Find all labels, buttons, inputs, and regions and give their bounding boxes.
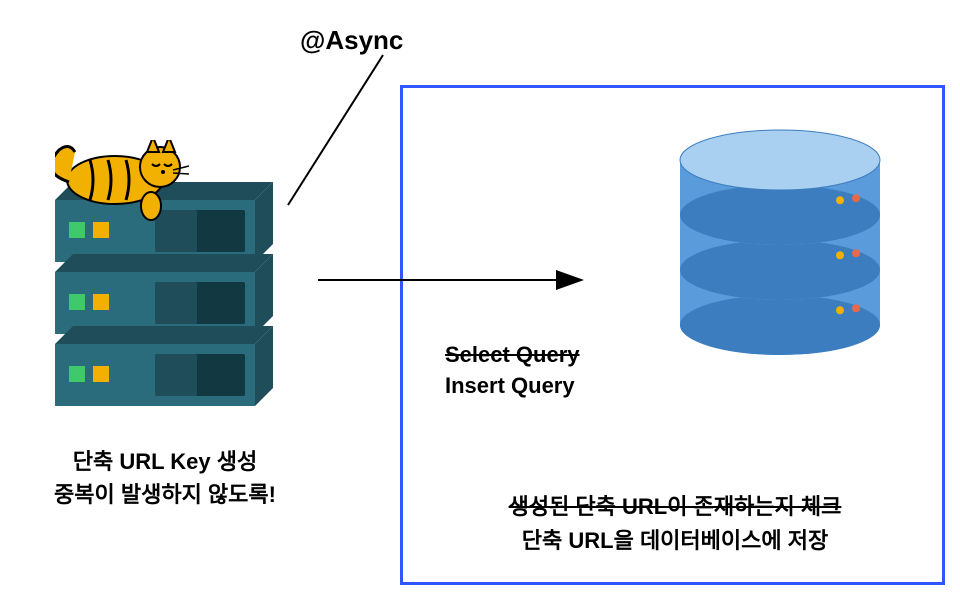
db-caption-line2: 단축 URL을 데이터베이스에 저장 xyxy=(522,528,828,553)
query-label-group: Select Query Insert Query xyxy=(445,340,580,402)
database-caption: 생성된 단축 URL이 존재하는지 체크 단축 URL을 데이터베이스에 저장 xyxy=(450,490,900,558)
db-caption-line1: 생성된 단축 URL이 존재하는지 체크 xyxy=(509,494,842,519)
insert-query-label: Insert Query xyxy=(445,373,575,398)
select-query-label: Select Query xyxy=(445,342,580,367)
diagram-canvas: @Async 단축 URL Key 생성 중복이 발생하지 않도록! Selec… xyxy=(0,0,960,600)
database-icon xyxy=(660,120,920,380)
